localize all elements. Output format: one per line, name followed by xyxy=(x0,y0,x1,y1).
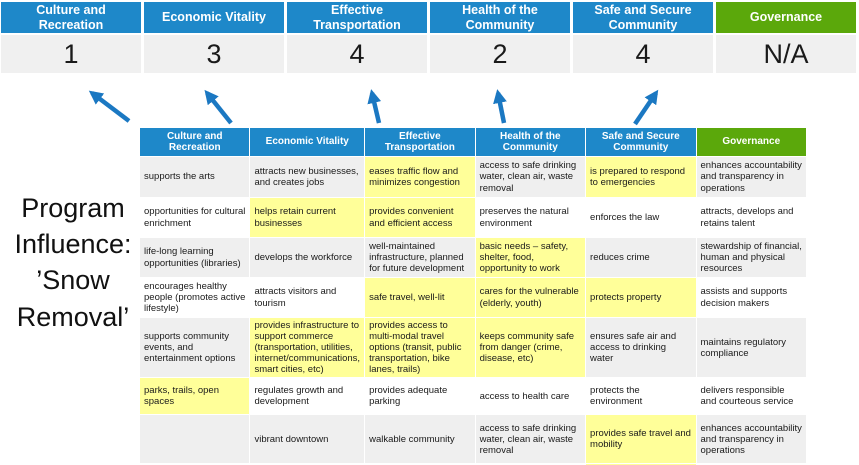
matrix-cell: opportunities for cultural enrichment xyxy=(140,198,250,237)
matrix-cell: preserves the natural environment xyxy=(475,198,586,237)
category-band: Culture and Recreation Economic Vitality E… xyxy=(1,2,856,33)
matrix-cell: access to health care xyxy=(475,378,586,415)
matrix-cell: attracts new businesses, and creates job… xyxy=(250,157,365,197)
matrix-header-cell-3: Health of the Community xyxy=(475,128,586,156)
category-box-2: Effective Transportation xyxy=(287,2,427,33)
up-right-arrow-icon xyxy=(633,89,659,126)
up-left-arrow-icon xyxy=(204,89,233,125)
category-box-1: Economic Vitality xyxy=(144,2,284,33)
up-left-arrow-icon xyxy=(88,90,131,123)
matrix-cell: walkable community xyxy=(365,415,475,464)
up-arrow-icon xyxy=(367,89,382,124)
score-cell-2: 4 xyxy=(287,35,427,73)
matrix-cell: maintains regulatory compliance xyxy=(696,318,806,378)
matrix-header-cell-4: Safe and Secure Community xyxy=(586,128,696,156)
matrix-cell: supports the arts xyxy=(140,157,250,197)
matrix-cell: reduces crime xyxy=(586,238,696,277)
matrix-cell: enforces the law xyxy=(586,198,696,237)
matrix-cell: encourages healthy people (promotes acti… xyxy=(140,278,250,317)
score-band: 1 3 4 2 4 N/A xyxy=(1,35,856,73)
matrix-cell: delivers responsible and courteous servi… xyxy=(696,378,806,415)
matrix-cell: life-long learning opportunities (librar… xyxy=(140,238,250,277)
matrix-cell: helps retain current businesses xyxy=(250,198,365,237)
matrix-cell: basic needs – safety, shelter, food, opp… xyxy=(475,238,586,277)
matrix-cell: assists and supports decision makers xyxy=(696,278,806,317)
matrix-cell: enhances accountability and transparency… xyxy=(696,415,806,464)
matrix-header-cell-2: Effective Transportation xyxy=(365,128,475,156)
matrix-cell: stewardship of financial, human and phys… xyxy=(696,238,806,277)
influence-matrix: Culture and Recreation Economic Vitality E… xyxy=(140,128,806,465)
matrix-cell: attracts visitors and tourism xyxy=(250,278,365,317)
matrix-cell: attracts, develops and retains talent xyxy=(696,198,806,237)
matrix-cell: protects property xyxy=(586,278,696,317)
matrix-header-cell-5: Governance xyxy=(696,128,806,156)
matrix-cell: provides safe travel and mobility xyxy=(586,415,696,464)
category-box-3: Health of the Community xyxy=(430,2,570,33)
score-cell-3: 2 xyxy=(430,35,570,73)
matrix-cell: provides infrastructure to support comme… xyxy=(250,318,365,378)
matrix-cell: eases traffic flow and minimizes congest… xyxy=(365,157,475,197)
matrix-cell: cares for the vulnerable (elderly, youth… xyxy=(475,278,586,317)
matrix-cell: access to safe drinking water, clean air… xyxy=(475,157,586,197)
matrix-cell: protects the environment xyxy=(586,378,696,415)
matrix-cell: is prepared to respond to emergencies xyxy=(586,157,696,197)
matrix-cell: provides convenient and efficient access xyxy=(365,198,475,237)
matrix-cell: enhances accountability and transparency… xyxy=(696,157,806,197)
score-cell-5: N/A xyxy=(716,35,856,73)
score-cell-0: 1 xyxy=(1,35,141,73)
matrix-cell: safe travel, well-lit xyxy=(365,278,475,317)
matrix-cell: provides adequate parking xyxy=(365,378,475,415)
category-box-4: Safe and Secure Community xyxy=(573,2,713,33)
matrix-cell: regulates growth and development xyxy=(250,378,365,415)
matrix-cell: parks, trails, open spaces xyxy=(140,378,250,415)
matrix-cell: provides access to multi-modal travel op… xyxy=(365,318,475,378)
matrix-header-cell-0: Culture and Recreation xyxy=(140,128,250,156)
program-influence-title: Program Influence: ’Snow Removal’ xyxy=(14,193,132,332)
up-arrow-icon xyxy=(493,89,507,124)
matrix-cell: ensures safe air and access to drinking … xyxy=(586,318,696,378)
matrix-header-cell-1: Economic Vitality xyxy=(250,128,365,156)
category-box-5: Governance xyxy=(716,2,856,33)
matrix-cell: keeps community safe from danger (crime,… xyxy=(475,318,586,378)
category-box-0: Culture and Recreation xyxy=(1,2,141,33)
matrix-cell xyxy=(140,415,250,464)
matrix-cell: vibrant downtown xyxy=(250,415,365,464)
matrix-cell: access to safe drinking water, clean air… xyxy=(475,415,586,464)
score-cell-4: 4 xyxy=(573,35,713,73)
matrix-cell: develops the workforce xyxy=(250,238,365,277)
matrix-cell: well-maintained infrastructure, planned … xyxy=(365,238,475,277)
matrix-cell: supports community events, and entertain… xyxy=(140,318,250,378)
score-cell-1: 3 xyxy=(144,35,284,73)
